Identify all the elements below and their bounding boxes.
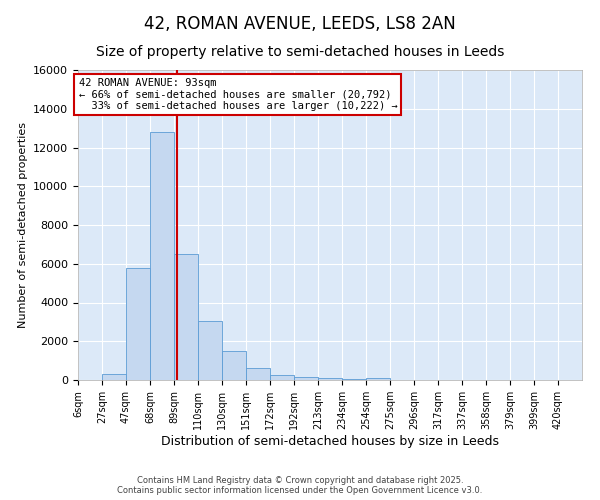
- Y-axis label: Number of semi-detached properties: Number of semi-detached properties: [17, 122, 28, 328]
- Bar: [366, 378, 390, 380]
- Bar: [318, 378, 342, 380]
- Bar: [102, 374, 126, 380]
- Text: 42, ROMAN AVENUE, LEEDS, LS8 2AN: 42, ROMAN AVENUE, LEEDS, LS8 2AN: [144, 15, 456, 33]
- Bar: [198, 321, 222, 380]
- Bar: [174, 254, 198, 380]
- Bar: [150, 132, 174, 380]
- Bar: [222, 351, 246, 380]
- Bar: [126, 268, 150, 380]
- Bar: [294, 376, 318, 380]
- Text: 42 ROMAN AVENUE: 93sqm
← 66% of semi-detached houses are smaller (20,792)
  33% : 42 ROMAN AVENUE: 93sqm ← 66% of semi-det…: [79, 78, 397, 111]
- Bar: [246, 368, 270, 380]
- Text: Contains HM Land Registry data © Crown copyright and database right 2025.
Contai: Contains HM Land Registry data © Crown c…: [118, 476, 482, 495]
- Bar: [270, 374, 294, 380]
- Text: Size of property relative to semi-detached houses in Leeds: Size of property relative to semi-detach…: [96, 45, 504, 59]
- X-axis label: Distribution of semi-detached houses by size in Leeds: Distribution of semi-detached houses by …: [161, 435, 499, 448]
